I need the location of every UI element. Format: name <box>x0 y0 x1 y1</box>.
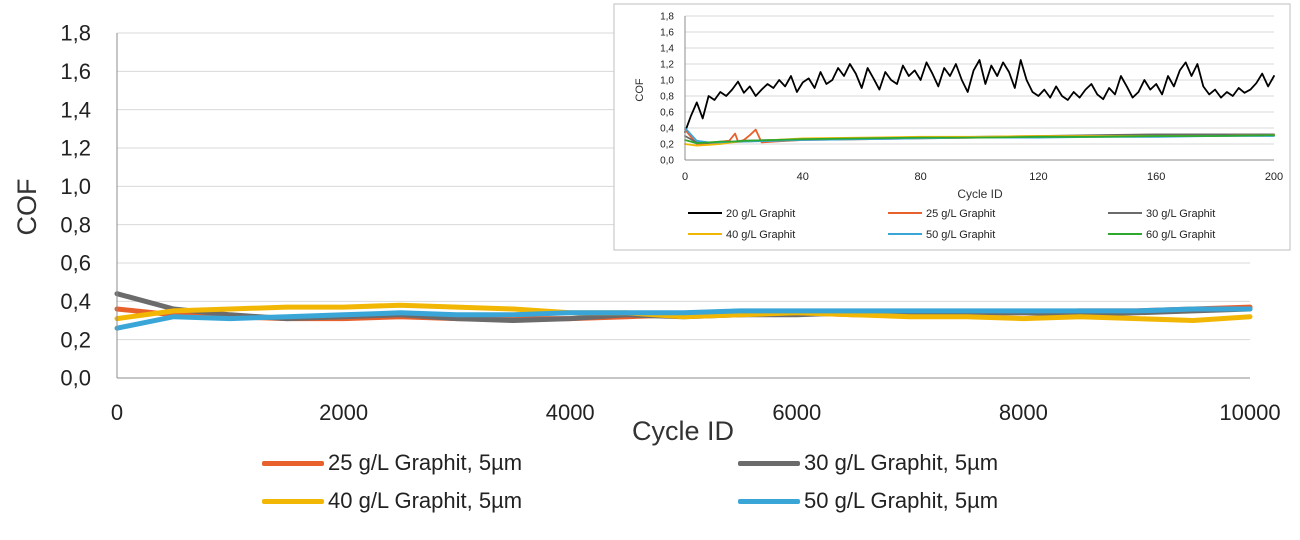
inset-y-tick-label: 0,6 <box>660 108 674 119</box>
main-y-tick-label: 0,6 <box>60 251 91 276</box>
inset-y-tick-label: 1,4 <box>660 44 674 55</box>
legend-label-30: 30 g/L Graphit, 5µm <box>804 450 999 475</box>
legend-item-50: 50 g/L Graphit, 5µm <box>738 488 998 514</box>
main-y-axis-label: COF <box>12 179 42 236</box>
main-chart: 0,00,20,40,60,81,01,21,41,61,80 2000 4000 6… <box>12 21 1281 446</box>
inset-y-tick-label: 1,0 <box>660 76 674 87</box>
inset-y-tick-label: 0,0 <box>660 156 674 167</box>
legend-swatch-25 <box>262 460 324 466</box>
main-axes: 0,00,20,40,60,81,01,21,41,61,80 2000 4000 6… <box>60 21 1280 425</box>
inset-x-tick-label: 40 <box>797 171 809 183</box>
inset-legend-label-5: 60 g/L Graphit <box>1146 229 1215 241</box>
legend-swatch-40 <box>262 498 324 504</box>
main-y-tick-label: 0,0 <box>60 366 91 391</box>
inset-series-group <box>684 59 1275 147</box>
inset-axes: 0,0 0,2 0,4 0,6 0,8 1,0 1,2 1,4 1,6 1,8 0 40 80 120 16… <box>660 12 1283 184</box>
inset-panel <box>613 3 1291 251</box>
main-y-tick-label: 0,8 <box>60 212 91 237</box>
inset-legend-label-3: 40 g/L Graphit <box>726 229 795 241</box>
legend-swatch-30 <box>738 460 800 466</box>
main-series-group <box>114 291 1253 331</box>
main-y-tick-label: 1,6 <box>60 59 91 84</box>
inset-y-tick-label: 1,2 <box>660 60 674 71</box>
main-y-tick-label: 1,8 <box>60 21 91 46</box>
main-x-tick-label: 10000 <box>1219 400 1280 425</box>
inset-y-tick-label: 0,2 <box>660 140 674 151</box>
inset-legend: 20 g/L Graphit 25 g/L Graphit 30 g/L Graph… <box>688 208 1215 241</box>
inset-y-tick-label: 1,8 <box>660 12 674 23</box>
main-x-tick-label: 8000 <box>999 400 1048 425</box>
main-x-tick-label: 6000 <box>772 400 821 425</box>
inset-chart: 0,0 0,2 0,4 0,6 0,8 1,0 1,2 1,4 1,6 1,8 0 40 80 120 16… <box>613 3 1291 251</box>
main-series-line-2 <box>114 302 1253 323</box>
inset-x-tick-label: 0 <box>682 171 688 183</box>
main-y-tick-label: 1,0 <box>60 174 91 199</box>
inset-x-tick-label: 80 <box>914 171 926 183</box>
inset-x-tick-label: 160 <box>1147 171 1165 183</box>
main-y-tick-label: 1,4 <box>60 97 91 122</box>
inset-y-tick-label: 0,8 <box>660 92 674 103</box>
legend-item-25: 25 g/L Graphit, 5µm <box>262 450 522 476</box>
inset-x-axis-label: Cycle ID <box>957 187 1003 201</box>
legend-item-40: 40 g/L Graphit, 5µm <box>262 488 522 514</box>
inset-legend-label-4: 50 g/L Graphit <box>926 229 995 241</box>
main-x-tick-label: 2000 <box>319 400 368 425</box>
inset-legend-label-2: 30 g/L Graphit <box>1146 208 1215 220</box>
legend-swatch-50 <box>738 498 800 504</box>
legend-item-30: 30 g/L Graphit, 5µm <box>738 450 998 476</box>
main-y-tick-label: 1,2 <box>60 136 91 161</box>
main-y-tick-label: 0,2 <box>60 327 91 352</box>
inset-series-line-5 <box>684 134 1275 145</box>
inset-legend-label-0: 20 g/L Graphit <box>726 208 795 220</box>
inset-x-tick-label: 200 <box>1265 171 1283 183</box>
inset-series-line-0 <box>684 59 1275 133</box>
main-x-tick-label: 4000 <box>546 400 595 425</box>
inset-legend-label-1: 25 g/L Graphit <box>926 208 995 220</box>
inset-y-tick-label: 0,4 <box>660 124 674 135</box>
main-x-tick-label: 0 <box>111 400 123 425</box>
legend-label-25: 25 g/L Graphit, 5µm <box>328 450 523 475</box>
legend-label-40: 40 g/L Graphit, 5µm <box>328 488 523 513</box>
main-series-line-3 <box>114 306 1253 331</box>
inset-y-axis-label: COF <box>634 78 646 102</box>
main-y-tick-label: 0,4 <box>60 289 91 314</box>
main-x-axis-label: Cycle ID <box>632 416 734 446</box>
inset-y-tick-label: 1,6 <box>660 28 674 39</box>
legend-label-50: 50 g/L Graphit, 5µm <box>804 488 999 513</box>
inset-x-tick-label: 120 <box>1029 171 1047 183</box>
